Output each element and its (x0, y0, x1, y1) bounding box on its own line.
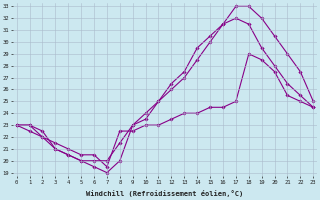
X-axis label: Windchill (Refroidissement éolien,°C): Windchill (Refroidissement éolien,°C) (86, 190, 244, 197)
